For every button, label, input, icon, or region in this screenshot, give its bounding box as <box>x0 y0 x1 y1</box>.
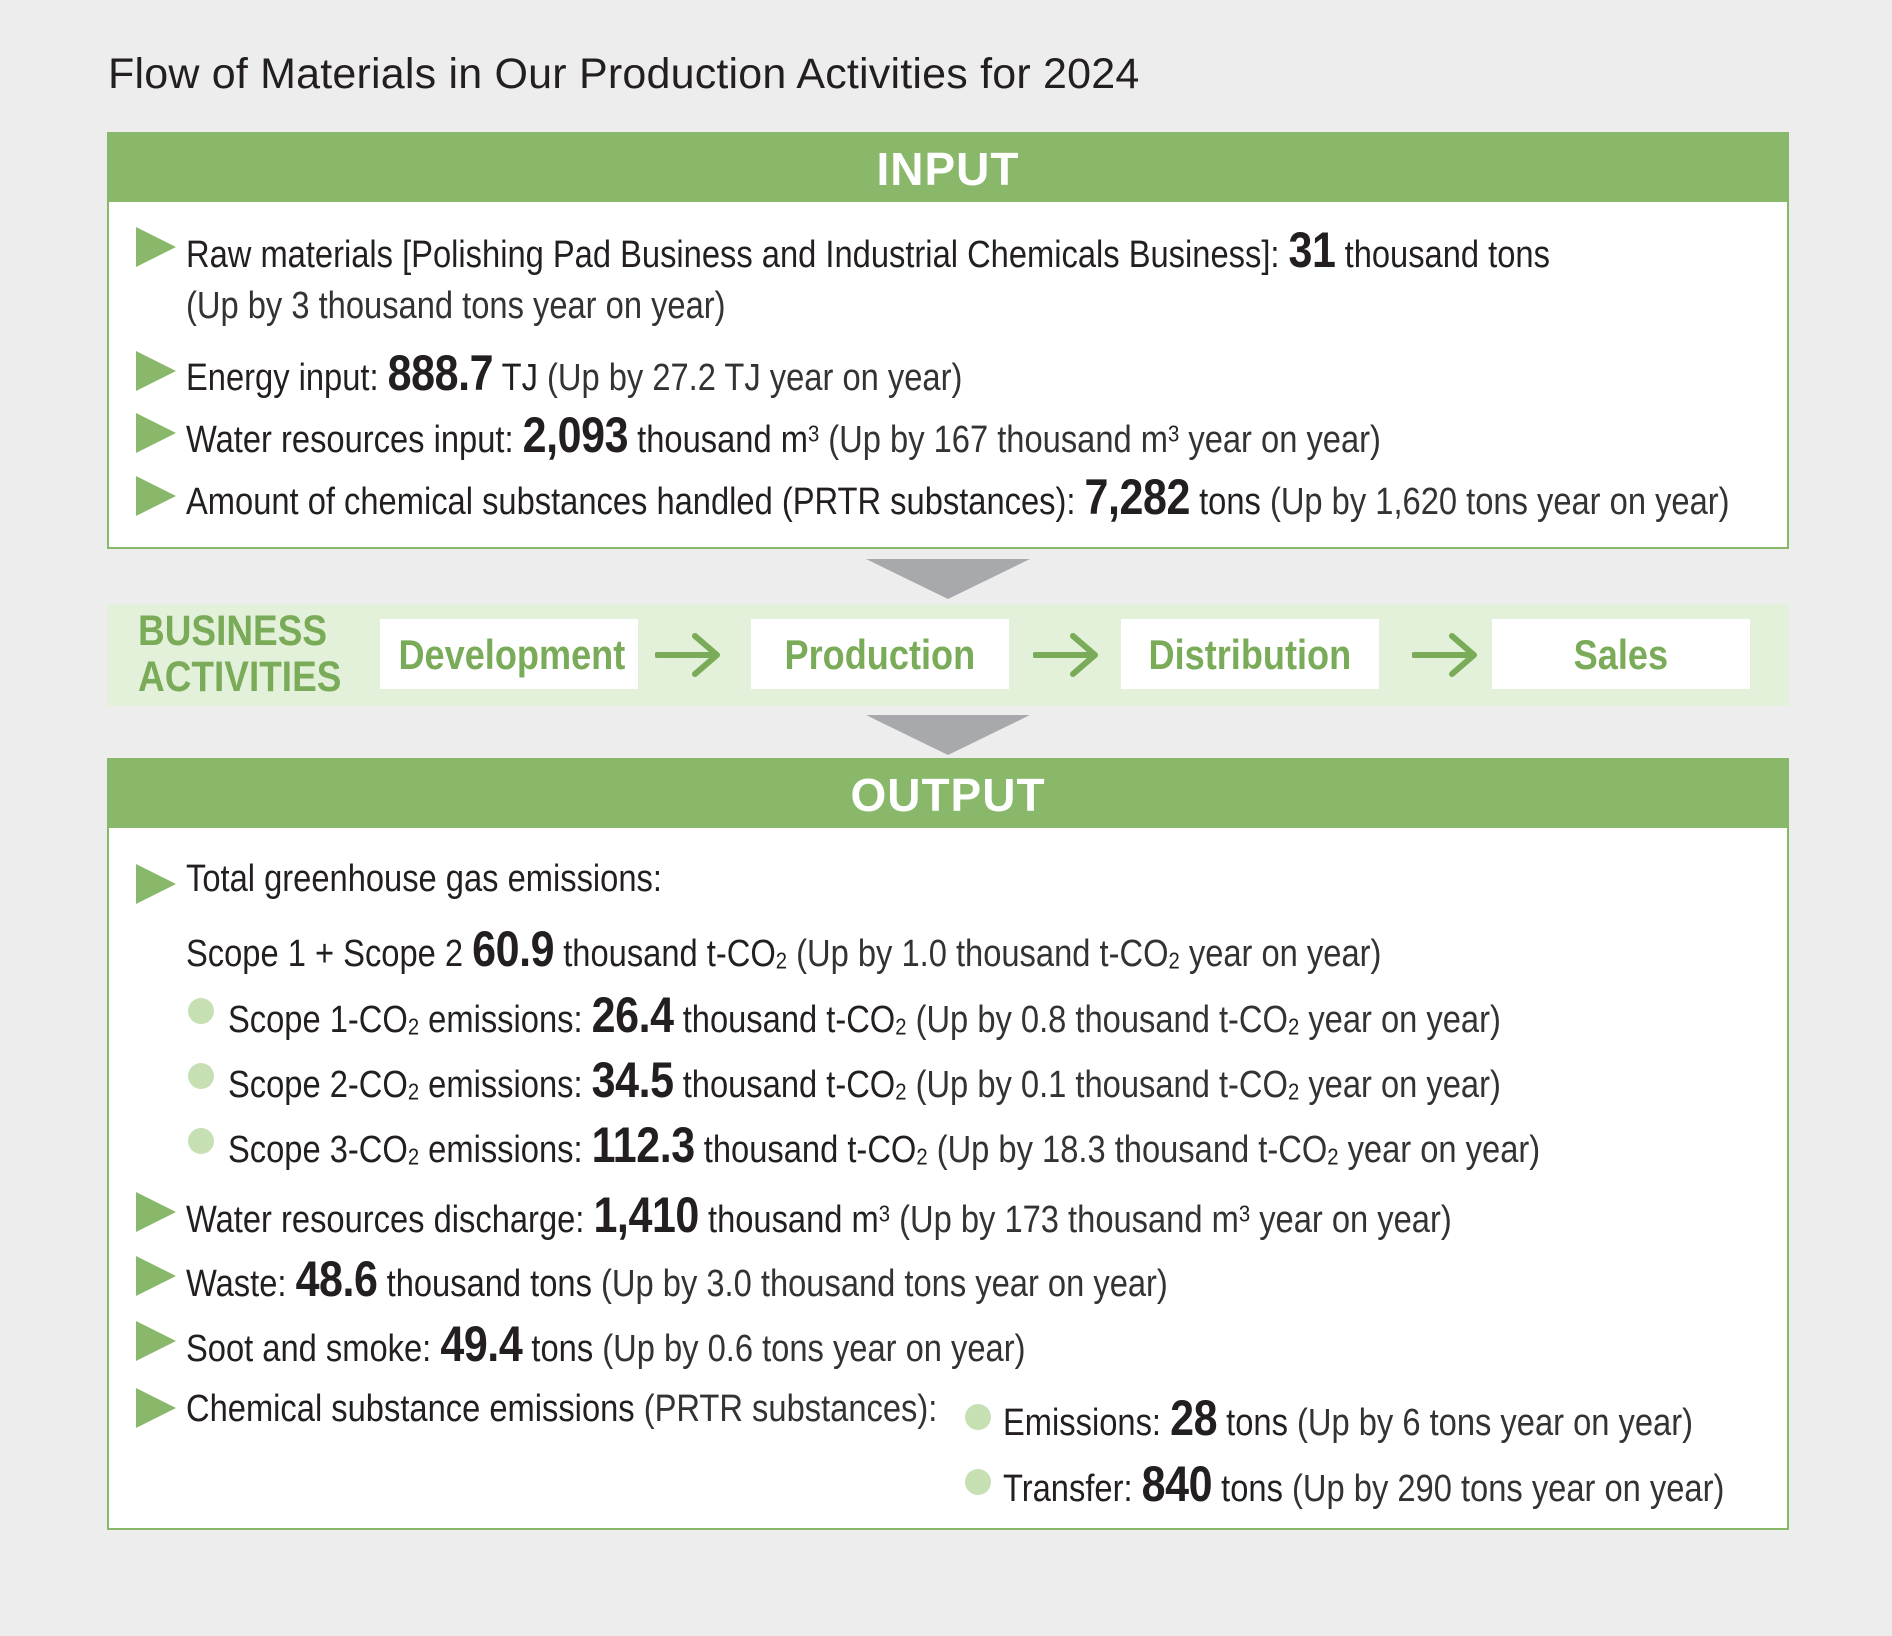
bullet-triangle-icon <box>136 351 176 391</box>
right-arrow-icon <box>1033 633 1098 677</box>
bullet-triangle-icon <box>136 413 176 453</box>
scope12-value: 60.9 <box>472 921 555 977</box>
scope3-value: 112.3 <box>591 1117 696 1173</box>
bullet-triangle-icon <box>136 864 176 904</box>
water-discharge-value: 1,410 <box>593 1187 699 1243</box>
step-development: Development <box>380 619 638 689</box>
chemicals-input-line: Amount of chemical substances handled (P… <box>186 469 1730 525</box>
right-arrow-icon <box>655 633 720 677</box>
scope1-line: Scope 1-CO2 emissions: 26.4 thousand t-C… <box>228 987 1501 1043</box>
scope12-line: Scope 1 + Scope 2 60.9 thousand t-CO2 (U… <box>186 921 1382 977</box>
step-production: Production <box>751 619 1009 689</box>
chemical-transfer-line: Transfer: 840 tons (Up by 290 tons year … <box>1003 1456 1725 1512</box>
bullet-dot-icon <box>188 1128 214 1154</box>
chemical-transfer-value: 840 <box>1141 1456 1213 1512</box>
business-activities-label: BUSINESS ACTIVITIES <box>138 607 342 701</box>
bullet-dot-icon <box>188 1063 214 1089</box>
chemical-emissions-line: Emissions: 28 tons (Up by 6 tons year on… <box>1003 1390 1693 1446</box>
bullet-dot-icon <box>965 1469 991 1495</box>
bullet-triangle-icon <box>136 1388 176 1428</box>
ghg-label: Total greenhouse gas emissions: <box>186 858 662 900</box>
bullet-triangle-icon <box>136 476 176 516</box>
scope3-line: Scope 3-CO2 emissions: 112.3 thousand t-… <box>228 1117 1541 1173</box>
waste-line: Waste: 48.6 thousand tons (Up by 3.0 tho… <box>186 1251 1168 1307</box>
down-arrow-icon <box>866 715 1030 755</box>
down-arrow-icon <box>866 559 1030 599</box>
chemicals-input-value: 7,282 <box>1084 469 1191 525</box>
output-header: OUTPUT <box>109 760 1787 828</box>
raw-materials-unit: thousand tons <box>1335 234 1550 276</box>
waste-value: 48.6 <box>295 1251 378 1307</box>
page-title: Flow of Materials in Our Production Acti… <box>108 50 1140 98</box>
water-discharge-line: Water resources discharge: 1,410 thousan… <box>186 1187 1452 1243</box>
water-input-value: 2,093 <box>522 407 629 463</box>
bullet-triangle-icon <box>136 1256 176 1296</box>
bullet-triangle-icon <box>136 227 176 267</box>
output-panel: OUTPUT <box>107 758 1789 1530</box>
energy-line: Energy input: 888.7 TJ (Up by 27.2 TJ ye… <box>186 345 963 401</box>
right-arrow-icon <box>1412 633 1477 677</box>
scope2-value: 34.5 <box>591 1052 674 1108</box>
step-distribution: Distribution <box>1121 619 1379 689</box>
raw-materials-note: (Up by 3 thousand tons year on year) <box>186 285 726 327</box>
bullet-triangle-icon <box>136 1321 176 1361</box>
bullet-dot-icon <box>965 1404 991 1430</box>
input-header: INPUT <box>109 134 1787 202</box>
scope2-line: Scope 2-CO2 emissions: 34.5 thousand t-C… <box>228 1052 1501 1108</box>
raw-materials-label: Raw materials [Polishing Pad Business an… <box>186 234 1289 276</box>
bullet-dot-icon <box>188 998 214 1024</box>
water-input-line: Water resources input: 2,093 thousand m3… <box>186 407 1381 463</box>
chemical-emissions-label: Chemical substance emissions (PRTR subst… <box>186 1388 938 1430</box>
soot-line: Soot and smoke: 49.4 tons (Up by 0.6 ton… <box>186 1316 1026 1372</box>
input-panel: INPUT <box>107 132 1789 549</box>
chemical-emissions-value: 28 <box>1170 1390 1218 1446</box>
raw-materials-value: 31 <box>1288 222 1336 278</box>
step-sales: Sales <box>1492 619 1750 689</box>
energy-value: 888.7 <box>387 345 494 401</box>
scope1-value: 26.4 <box>591 987 674 1043</box>
raw-materials-line: Raw materials [Polishing Pad Business an… <box>186 221 1550 279</box>
soot-value: 49.4 <box>440 1316 523 1372</box>
bullet-triangle-icon <box>136 1192 176 1232</box>
